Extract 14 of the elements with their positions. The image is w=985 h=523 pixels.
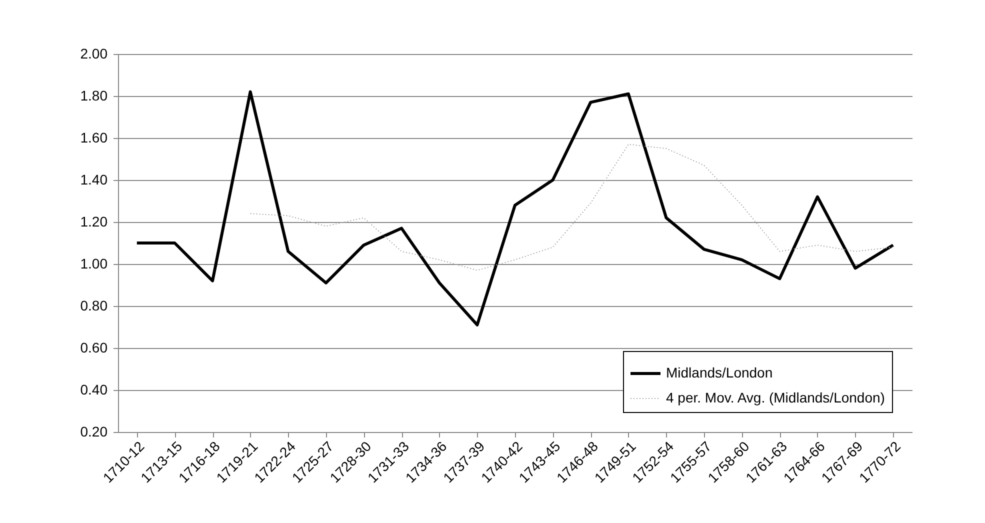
line-series bbox=[250, 144, 894, 271]
legend-label: Midlands/London bbox=[666, 364, 773, 380]
y-tick-label: 0.20 bbox=[80, 424, 108, 440]
y-tick-label: 0.60 bbox=[80, 340, 108, 356]
y-tick-label: 1.80 bbox=[80, 88, 108, 104]
y-tick-label: 1.60 bbox=[80, 130, 108, 146]
y-tick-label: 1.40 bbox=[80, 172, 108, 188]
line-series bbox=[135, 90, 895, 326]
y-tick-label: 1.20 bbox=[80, 214, 108, 230]
legend-label: 4 per. Mov. Avg. (Midlands/London) bbox=[666, 390, 885, 406]
y-tick-label: 0.40 bbox=[80, 382, 108, 398]
y-tick-label: 2.00 bbox=[80, 46, 108, 62]
y-tick-label: 0.80 bbox=[80, 298, 108, 314]
y-tick-label: 1.00 bbox=[80, 256, 108, 272]
